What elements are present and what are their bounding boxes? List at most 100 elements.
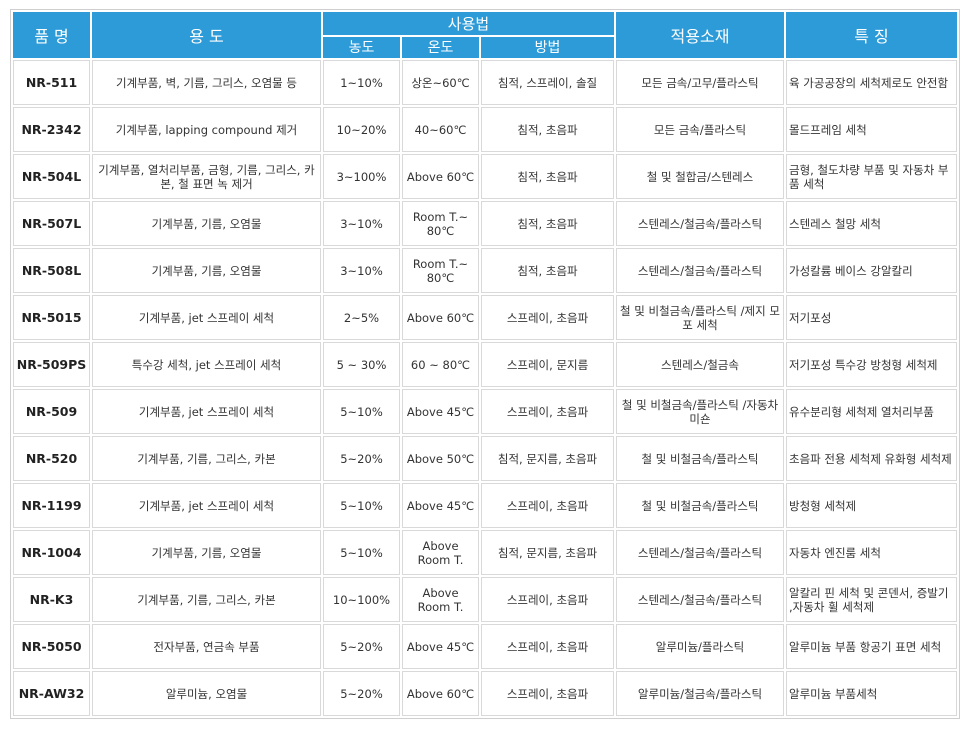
product-table-container: 품 명 용 도 사용법 적용소재 특 징 농도 온도 방법 NR-511 기계부품…	[10, 9, 960, 719]
cell-feature: 유수분리형 세척제 열처리부품	[786, 389, 957, 434]
cell-concentration: 5~20%	[323, 671, 400, 716]
table-row: NR-2342 기계부품, lapping compound 제거 10~20% 40…	[13, 107, 957, 152]
cell-material: 모든 금속/플라스틱	[616, 107, 784, 152]
cell-feature: 가성칼륨 베이스 강알칼리	[786, 248, 957, 293]
header-product: 품 명	[13, 12, 90, 58]
header-materials: 적용소재	[616, 12, 784, 58]
cell-temperature: Above 60℃	[402, 671, 479, 716]
cell-feature: 자동차 엔진룸 세척	[786, 530, 957, 575]
cell-material: 알루미늄/철금속/플라스틱	[616, 671, 784, 716]
cell-product-name: NR-508L	[13, 248, 90, 293]
cell-temperature: Above 45℃	[402, 624, 479, 669]
cell-concentration: 10~20%	[323, 107, 400, 152]
table-row: NR-507L 기계부품, 기름, 오염물 3~10% Room T.~ 80℃ 침적,…	[13, 201, 957, 246]
table-row: NR-509 기계부품, jet 스프레이 세척 5~10% Above 45℃ 스프레…	[13, 389, 957, 434]
cell-product-name: NR-509PS	[13, 342, 90, 387]
cell-material: 철 및 비철금속/플라스틱 /제지 모포 세척	[616, 295, 784, 340]
cell-concentration: 2~5%	[323, 295, 400, 340]
cell-feature: 방청형 세척제	[786, 483, 957, 528]
cell-feature: 스텐레스 철망 세척	[786, 201, 957, 246]
cell-concentration: 5~10%	[323, 389, 400, 434]
cell-concentration: 3~10%	[323, 201, 400, 246]
cell-product-name: NR-1004	[13, 530, 90, 575]
cell-feature: 육 가공공장의 세척제로도 안전함	[786, 60, 957, 105]
cell-material: 스텐레스/철금속/플라스틱	[616, 201, 784, 246]
table-row: NR-K3 기계부품, 기름, 그리스, 카본 10~100% Above Room …	[13, 577, 957, 622]
cell-product-name: NR-2342	[13, 107, 90, 152]
cell-method: 스프레이, 초음파	[481, 389, 614, 434]
cell-usage: 기계부품, jet 스프레이 세척	[92, 389, 321, 434]
cell-feature: 알루미늄 부품세척	[786, 671, 957, 716]
cell-material: 철 및 비철금속/플라스틱	[616, 483, 784, 528]
cell-material: 스텐레스/철금속/플라스틱	[616, 530, 784, 575]
cell-feature: 금형, 철도차량 부품 및 자동차 부품 세척	[786, 154, 957, 199]
cell-material: 철 및 비철금속/플라스틱 /자동차 미숀	[616, 389, 784, 434]
cell-concentration: 3~10%	[323, 248, 400, 293]
cell-usage: 기계부품, 기름, 그리스, 카본	[92, 436, 321, 481]
cell-product-name: NR-K3	[13, 577, 90, 622]
cell-method: 스프레이, 문지름	[481, 342, 614, 387]
cell-feature: 몰드프레임 세척	[786, 107, 957, 152]
cell-concentration: 5~20%	[323, 436, 400, 481]
cell-concentration: 3~100%	[323, 154, 400, 199]
cell-usage: 기계부품, jet 스프레이 세척	[92, 483, 321, 528]
table-row: NR-1199 기계부품, jet 스프레이 세척 5~10% Above 45℃ 스프…	[13, 483, 957, 528]
cell-usage: 기계부품, 기름, 오염물	[92, 530, 321, 575]
cell-method: 스프레이, 초음파	[481, 577, 614, 622]
cell-method: 침적, 문지름, 초음파	[481, 436, 614, 481]
cell-usage: 기계부품, jet 스프레이 세척	[92, 295, 321, 340]
cell-product-name: NR-1199	[13, 483, 90, 528]
cell-concentration: 10~100%	[323, 577, 400, 622]
cell-material: 스텐레스/철금속/플라스틱	[616, 248, 784, 293]
table-row: NR-5050 전자부품, 연금속 부품 5~20% Above 45℃ 스프레이, 초…	[13, 624, 957, 669]
cell-temperature: Above Room T.	[402, 530, 479, 575]
table-body: NR-511 기계부품, 벽, 기름, 그리스, 오염물 등 1~10% 상온~60℃…	[13, 60, 957, 716]
cell-method: 침적, 초음파	[481, 248, 614, 293]
cell-temperature: Above 60℃	[402, 295, 479, 340]
table-header: 품 명 용 도 사용법 적용소재 특 징 농도 온도 방법	[13, 12, 957, 58]
cell-temperature: Above 45℃	[402, 483, 479, 528]
cell-product-name: NR-AW32	[13, 671, 90, 716]
cell-usage: 특수강 세척, jet 스프레이 세척	[92, 342, 321, 387]
cell-method: 스프레이, 초음파	[481, 624, 614, 669]
header-method-group: 사용법	[323, 12, 614, 35]
cell-material: 철 및 철합금/스텐레스	[616, 154, 784, 199]
cell-feature: 저기포성	[786, 295, 957, 340]
cell-temperature: 60 ~ 80℃	[402, 342, 479, 387]
cell-material: 알루미늄/플라스틱	[616, 624, 784, 669]
header-temperature: 온도	[402, 36, 479, 58]
cell-material: 스텐레스/철금속	[616, 342, 784, 387]
cell-usage: 알루미늄, 오염물	[92, 671, 321, 716]
cell-material: 철 및 비철금속/플라스틱	[616, 436, 784, 481]
cell-usage: 기계부품, 기름, 그리스, 카본	[92, 577, 321, 622]
cell-method: 스프레이, 초음파	[481, 671, 614, 716]
cell-product-name: NR-5050	[13, 624, 90, 669]
table-row: NR-520 기계부품, 기름, 그리스, 카본 5~20% Above 50℃ 침적,…	[13, 436, 957, 481]
cell-product-name: NR-511	[13, 60, 90, 105]
cell-product-name: NR-509	[13, 389, 90, 434]
cell-temperature: Above 60℃	[402, 154, 479, 199]
cell-product-name: NR-5015	[13, 295, 90, 340]
cell-usage: 기계부품, 벽, 기름, 그리스, 오염물 등	[92, 60, 321, 105]
cell-product-name: NR-507L	[13, 201, 90, 246]
table-row: NR-5015 기계부품, jet 스프레이 세척 2~5% Above 60℃ 스프레…	[13, 295, 957, 340]
header-concentration: 농도	[323, 36, 400, 58]
table-row: NR-AW32 알루미늄, 오염물 5~20% Above 60℃ 스프레이, 초음파 알…	[13, 671, 957, 716]
table-row: NR-509PS 특수강 세척, jet 스프레이 세척 5 ~ 30% 60 ~ 8…	[13, 342, 957, 387]
table-row: NR-508L 기계부품, 기름, 오염물 3~10% Room T.~ 80℃ 침적,…	[13, 248, 957, 293]
cell-temperature: Above 45℃	[402, 389, 479, 434]
table-row: NR-504L 기계부품, 열처리부품, 금형, 기름, 그리스, 카본, 철 표…	[13, 154, 957, 199]
cell-temperature: 40~60℃	[402, 107, 479, 152]
cell-concentration: 5~10%	[323, 483, 400, 528]
cell-product-name: NR-520	[13, 436, 90, 481]
cell-method: 침적, 스프레이, 솔질	[481, 60, 614, 105]
cell-method: 스프레이, 초음파	[481, 483, 614, 528]
cell-usage: 기계부품, 기름, 오염물	[92, 248, 321, 293]
table-row: NR-1004 기계부품, 기름, 오염물 5~10% Above Room T. 침적…	[13, 530, 957, 575]
cell-method: 스프레이, 초음파	[481, 295, 614, 340]
header-features: 특 징	[786, 12, 957, 58]
cell-temperature: Above 50℃	[402, 436, 479, 481]
cell-concentration: 5~10%	[323, 530, 400, 575]
cell-product-name: NR-504L	[13, 154, 90, 199]
cell-material: 모든 금속/고무/플라스틱	[616, 60, 784, 105]
